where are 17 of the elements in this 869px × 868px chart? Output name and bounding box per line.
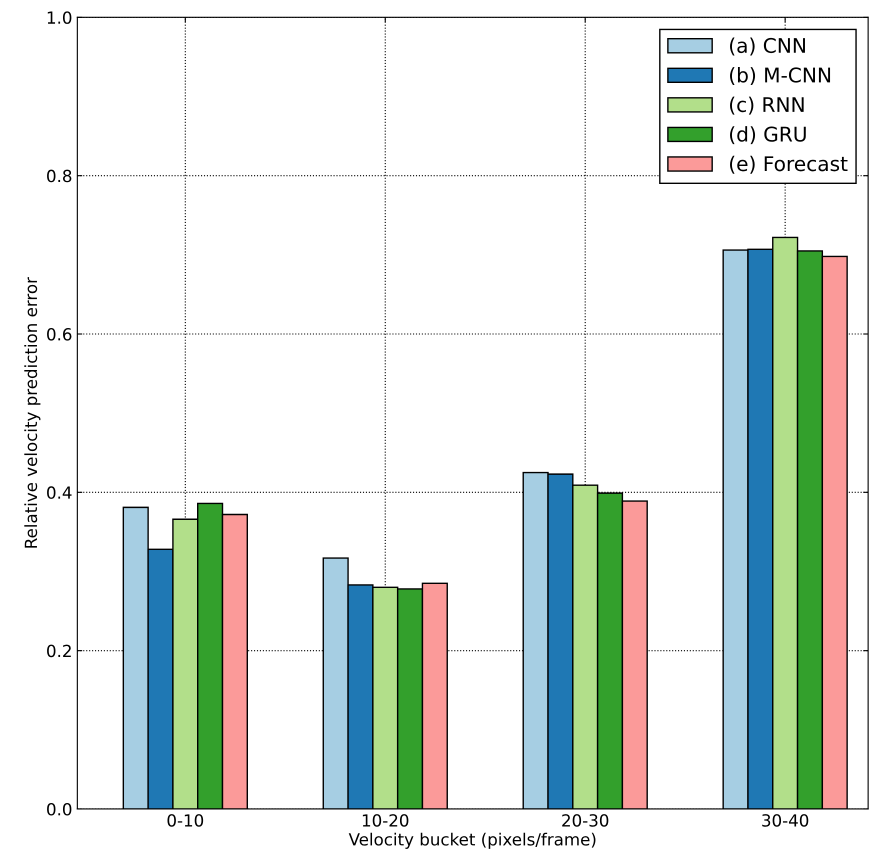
y-axis-title: Relative velocity prediction error (24, 277, 40, 548)
x-tick-label: 10-20 (362, 814, 408, 827)
legend-label: (b) M-CNN (730, 67, 830, 86)
y-tick-label: 0.0 (47, 802, 72, 816)
y-tick-label: 0.4 (47, 486, 72, 499)
legend-label: (e) Forecast (730, 156, 848, 174)
y-tick-label: 0.6 (47, 328, 72, 341)
y-tick-label: 0.2 (47, 644, 71, 658)
y-tick-label: 1.0 (48, 11, 72, 24)
x-tick-label: 30-40 (762, 814, 808, 827)
y-tick-label: 0.8 (47, 170, 72, 182)
legend-label: (c) RNN (730, 96, 804, 115)
x-tick-label: 20-30 (562, 814, 608, 827)
legend-label: (d) GRU (730, 126, 806, 144)
legend-label: (a) CNN (730, 38, 805, 56)
x-axis-title: Velocity bucket (pixels/frame) (348, 832, 596, 849)
x-tick-label: 0-10 (168, 814, 204, 827)
